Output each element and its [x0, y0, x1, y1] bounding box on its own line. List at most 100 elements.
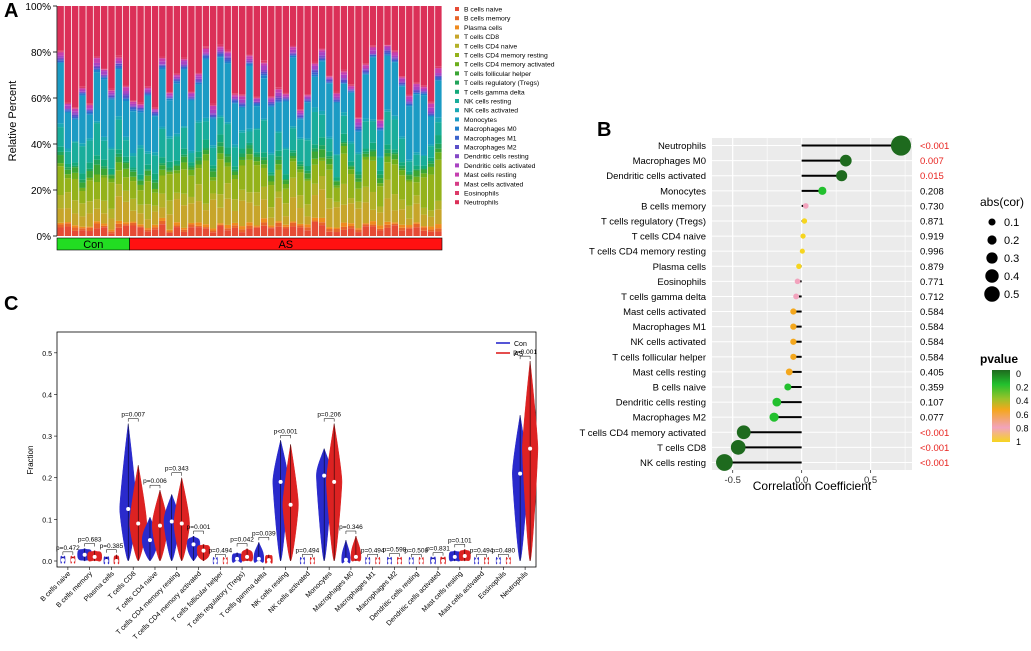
- panel-a-bar-segment-macrophages-m2: [384, 50, 391, 53]
- panel-a-bar-segment-t-cells-cd4-memory-activated: [384, 156, 391, 163]
- panel-a-bar-segment-neutrophils: [435, 6, 442, 67]
- panel-a-bar-segment-mast-cells-activated: [71, 108, 79, 109]
- panel-a-bar-segment-b-cells-naive: [217, 226, 224, 236]
- panel-c-pvalue-bracket: [106, 549, 117, 553]
- panel-a-bar-segment-plasma-cells: [231, 222, 239, 226]
- panel-a-bar-segment-nk-cells-activated: [384, 109, 391, 112]
- panel-a-bar-segment-monocytes: [108, 99, 115, 148]
- panel-b-point-t-cells-cd4-naive: [800, 233, 806, 239]
- panel-b-color-legend-label: 0: [1016, 369, 1021, 379]
- panel-a-legend-swatch: [455, 135, 459, 140]
- panel-a-bar-segment-t-cells-cd4-memory-activated: [297, 169, 304, 173]
- panel-a-bar-segment-mast-cells-resting: [86, 105, 93, 109]
- panel-a-bar-segment-nk-cells-resting: [166, 138, 173, 162]
- panel-a-bar-segment-neutrophils: [289, 6, 297, 46]
- panel-a-bar-segment-t-cells-cd4-naive: [64, 192, 72, 209]
- panel-a-bar-segment-dendritic-cells-resting: [93, 65, 101, 68]
- panel-b-color-legend-title: pvalue: [980, 352, 1018, 366]
- panel-a-bar-segment-eosinophils: [427, 101, 435, 103]
- panel-a-bar-segment-nk-cells-resting: [217, 117, 224, 135]
- panel-a-bar-segment-t-cells-regulatory-tregs: [369, 149, 377, 152]
- panel-a-bar-segment-b-cells-naive: [246, 228, 253, 236]
- panel-a-bar-segment-t-cells-follicular-helper: [79, 182, 86, 188]
- panel-a-bar-segment-t-cells-cd4-memory-activated: [217, 153, 224, 160]
- panel-a-bar-segment-macrophages-m1: [137, 109, 144, 111]
- panel-a-bar-segment-mast-cells-activated: [326, 76, 333, 77]
- panel-a-bar-segment-b-cells-naive: [159, 224, 166, 236]
- panel-a-bar-segment-plasma-cells: [100, 223, 108, 226]
- panel-a-bar-segment-nk-cells-activated: [144, 151, 152, 154]
- panel-b-row-label: B cells memory: [641, 201, 706, 212]
- panel-c-xtick-label: T cells CD4 naive: [116, 570, 160, 614]
- panel-c-xtick-label: Macrophages M2: [356, 570, 399, 613]
- panel-a-bar-segment-t-cells-cd4-naive: [217, 194, 224, 208]
- panel-b-row-label: Macrophages M1: [633, 322, 706, 333]
- panel-a-bar-segment-t-cells-cd4-naive: [384, 179, 391, 199]
- panel-a-bar-segment-macrophages-m0: [122, 98, 130, 102]
- panel-a-bar-segment-dendritic-cells-activated: [427, 107, 435, 112]
- panel-a-bar-segment-monocytes: [282, 101, 290, 148]
- panel-a-bar-segment-nk-cells-activated: [282, 147, 290, 150]
- panel-b-point-nk-cells-activated: [790, 338, 797, 345]
- panel-a-legend-swatch: [455, 117, 459, 122]
- panel-a-bar-segment-nk-cells-resting: [398, 138, 406, 163]
- panel-a-bar-segment-t-cells-regulatory-tregs: [159, 163, 166, 166]
- panel-a-bar-segment-t-cells-cd8: [239, 200, 246, 227]
- panel-c-median-dot: [518, 471, 523, 476]
- panel-a-bar-segment-neutrophils: [188, 6, 195, 92]
- panel-a-bar-segment-plasma-cells: [209, 228, 217, 231]
- panel-a-legend-swatch: [455, 89, 459, 94]
- panel-a-bar-segment-eosinophils: [209, 103, 217, 106]
- panel-b-color-legend-label: 0.6: [1016, 410, 1029, 420]
- panel-a-bar-segment-t-cells-gamma-delta: [253, 152, 260, 155]
- panel-a-bar-segment-neutrophils: [151, 6, 159, 108]
- panel-a-bar-segment-monocytes: [224, 63, 231, 123]
- panel-a-bar-segment-mast-cells-resting: [71, 108, 79, 112]
- panel-a-bar-segment-plasma-cells: [420, 226, 428, 228]
- panel-c-pvalue-label: p=0.385: [100, 543, 124, 550]
- panel-a-bar-segment-b-cells-memory: [333, 228, 340, 233]
- panel-a-bar-segment-dendritic-cells-activated: [340, 74, 348, 79]
- panel-b-size-legend-dot: [985, 269, 999, 283]
- panel-c-pvalue-bracket: [345, 530, 357, 535]
- panel-c-median-dot: [147, 538, 152, 543]
- panel-a-bar-segment-macrophages-m2: [340, 79, 348, 83]
- panel-a-bar-segment-t-cells-gamma-delta: [268, 172, 275, 175]
- panel-a-bar-segment-t-cells-cd4-memory-activated: [122, 168, 130, 178]
- panel-a-bar-segment-t-cells-cd4-memory-activated: [108, 178, 115, 183]
- panel-a-bar-segment-t-cells-cd4-memory-activated: [115, 162, 122, 171]
- panel-a-bar-segment-nk-cells-resting: [304, 140, 311, 167]
- panel-a-bar-segment-b-cells-naive: [420, 230, 428, 236]
- panel-a-bar-segment-macrophages-m2: [398, 82, 406, 85]
- panel-a-bar-segment-t-cells-cd4-naive: [231, 199, 239, 211]
- panel-c-pvalue-bracket: [432, 552, 444, 556]
- panel-a-bar-segment-t-cells-cd4-memory-resting: [246, 159, 253, 193]
- panel-a-legend-swatch: [455, 163, 459, 168]
- panel-a-bar-segment-neutrophils: [333, 6, 340, 92]
- panel-a-bar-segment-t-cells-cd8: [231, 210, 239, 223]
- panel-b-pvalue-label: 0.077: [920, 413, 944, 424]
- panel-a-bar-segment-t-cells-gamma-delta: [384, 144, 391, 150]
- panel-a-bar-segment-mast-cells-resting: [347, 86, 355, 89]
- panel-a-bar-segment-macrophages-m1: [384, 52, 391, 55]
- panel-a-bar-segment-neutrophils: [398, 6, 406, 77]
- panel-a-bar-segment-mast-cells-resting: [195, 74, 202, 77]
- panel-a-bar-segment-macrophages-m2: [297, 115, 304, 118]
- panel-a-bar-segment-eosinophils: [224, 49, 231, 52]
- panel-a-bar-segment-monocytes: [384, 55, 391, 110]
- panel-a-bar-segment-nk-cells-resting: [326, 138, 333, 152]
- panel-c-pvalue-label: p=0.494: [296, 547, 320, 554]
- panel-a-bar-segment-macrophages-m2: [71, 114, 79, 117]
- panel-a-bar-segment-macrophages-m1: [289, 54, 297, 56]
- panel-a-bar-segment-nk-cells-resting: [108, 149, 115, 169]
- panel-a-bar-segment-b-cells-naive: [326, 231, 333, 236]
- panel-a-bar-segment-nk-cells-activated: [311, 107, 319, 113]
- panel-c-pvalue-bracket: [476, 554, 487, 558]
- panel-a-bar-segment-t-cells-follicular-helper: [137, 180, 144, 185]
- panel-a-bar-segment-t-cells-gamma-delta: [231, 166, 239, 170]
- panel-c-pvalue-label: p=0.831: [426, 546, 450, 553]
- panel-b-color-legend-bar: [992, 370, 1010, 442]
- panel-a-group-label-as: AS: [278, 239, 293, 251]
- panel-a-bar-segment-mast-cells-activated: [188, 92, 195, 93]
